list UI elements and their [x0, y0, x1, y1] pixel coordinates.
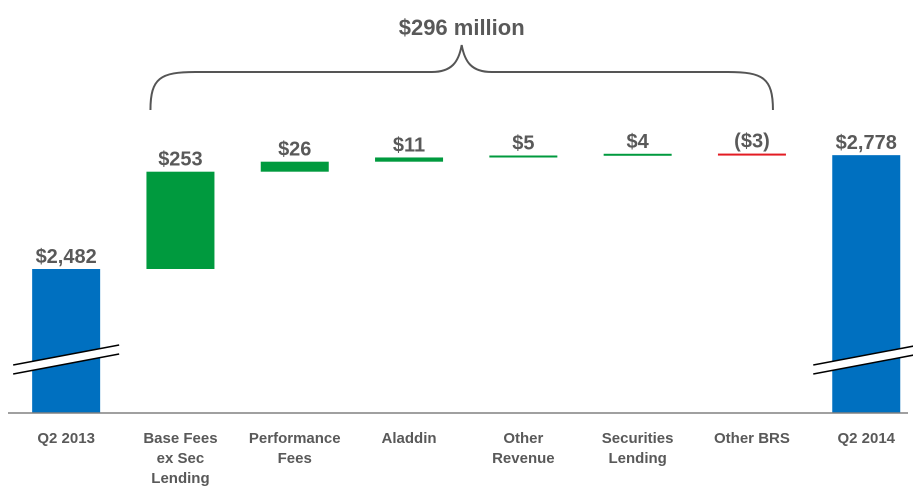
- category-label-q2-2014: Q2 2014: [837, 430, 895, 447]
- axis-break-line-upper-q2-2014: [813, 345, 913, 366]
- category-label-other-revenue: Revenue: [492, 450, 555, 467]
- axis-break-line-upper-q2-2013: [13, 344, 120, 366]
- category-label-base-fees-ex-sec-lending: Lending: [151, 470, 209, 487]
- category-label-other-brs: Other BRS: [714, 430, 790, 447]
- data-label-q2-2013: $2,482: [36, 246, 97, 268]
- data-label-performance-fees: $26: [278, 139, 311, 161]
- category-label-aladdin: Aladdin: [382, 430, 437, 447]
- category-label-securities-lending: Lending: [608, 450, 666, 467]
- axis-break-gap-q2-2014: [813, 346, 913, 374]
- axis-break-line-lower-q2-2013: [13, 353, 120, 375]
- category-label-securities-lending: Securities: [602, 430, 674, 447]
- category-label-performance-fees: Performance: [249, 430, 341, 447]
- data-label-q2-2014: $2,778: [836, 132, 897, 154]
- bar-aladdin: [375, 157, 444, 162]
- bars-group: $2,482 $253 $26 $11 $5 $4 ($3) $2,778: [32, 131, 901, 414]
- total-change-label: $296 million: [399, 15, 525, 40]
- data-label-aladdin: $11: [393, 134, 425, 156]
- category-label-other-revenue: Other: [503, 430, 543, 447]
- bar-other-revenue: [489, 155, 558, 158]
- bar-q2-2014: [832, 155, 901, 414]
- bar-base-fees-ex-sec-lending: [146, 171, 215, 269]
- axis-break-line-lower-q2-2014: [813, 354, 913, 375]
- category-label-base-fees-ex-sec-lending: Base Fees: [143, 430, 217, 447]
- data-label-other-revenue: $5: [512, 133, 534, 155]
- bar-securities-lending: [603, 153, 672, 156]
- bar-performance-fees: [260, 161, 329, 172]
- bar-other-brs: [717, 153, 786, 156]
- data-label-other-brs: ($3): [734, 131, 770, 153]
- data-label-securities-lending: $4: [627, 131, 650, 153]
- axis-breaks-group: [13, 344, 913, 375]
- category-label-performance-fees: Fees: [278, 450, 312, 467]
- category-label-base-fees-ex-sec-lending: ex Sec: [157, 450, 205, 467]
- axis-break-gap-q2-2013: [13, 345, 120, 374]
- data-label-base-fees-ex-sec-lending: $253: [158, 149, 203, 171]
- category-labels-group: Q2 2013 Base Fees ex Sec Lending Performance…: [37, 430, 895, 487]
- bar-q2-2013: [32, 269, 101, 413]
- category-label-q2-2013: Q2 2013: [37, 430, 95, 447]
- total-change-brace: [149, 44, 774, 111]
